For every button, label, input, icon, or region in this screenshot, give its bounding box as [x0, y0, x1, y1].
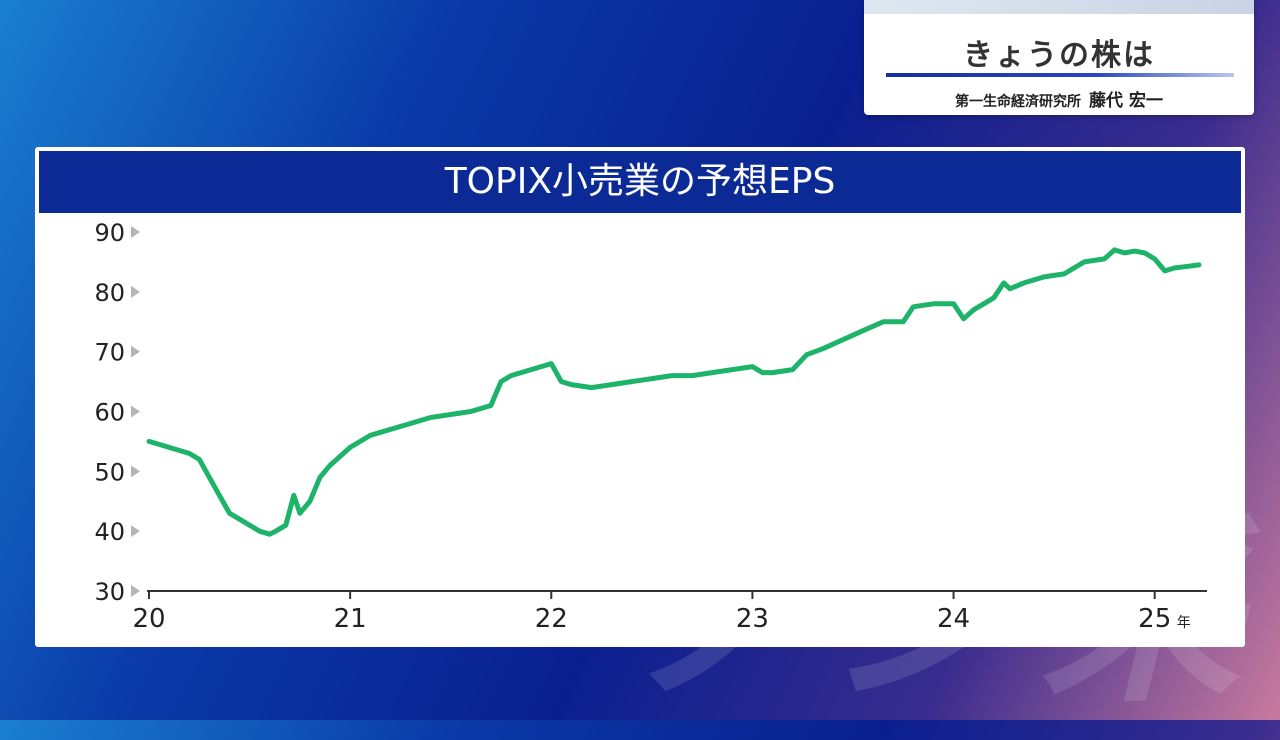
- y-tick-label: 30: [94, 578, 125, 606]
- y-tick-label: 80: [94, 279, 125, 307]
- x-tick-label: 20: [132, 604, 165, 634]
- x-axis-unit: 年: [1177, 615, 1191, 631]
- x-tick-label: 21: [334, 604, 367, 634]
- y-tick-label: 90: [94, 219, 125, 247]
- y-tick-marker: [131, 585, 140, 597]
- x-tick-label: 23: [736, 604, 769, 634]
- y-tick-marker: [131, 226, 140, 238]
- y-tick-label: 40: [94, 518, 125, 546]
- caption-title: きょうの株は: [963, 38, 1155, 73]
- y-tick-label: 60: [94, 399, 125, 427]
- caption-top-bar: [864, 0, 1254, 14]
- speaker-name: 藤代 宏一: [1089, 91, 1163, 111]
- y-tick-marker: [131, 405, 140, 418]
- y-tick-label: 50: [94, 458, 125, 486]
- y-tick-label: 70: [94, 339, 125, 367]
- y-tick-marker: [131, 465, 140, 478]
- speaker-organization: 第一生命経済研究所: [955, 94, 1082, 110]
- caption-speaker: 第一生命経済研究所 藤代 宏一: [864, 86, 1254, 111]
- x-tick-label: 24: [937, 604, 970, 634]
- caption-divider: [886, 73, 1234, 77]
- y-tick-marker: [131, 525, 140, 538]
- series-line-eps: [146, 247, 1202, 537]
- program-caption: きょうの株は 第一生命経済研究所 藤代 宏一: [864, 0, 1254, 115]
- chart-title: TOPIX小売業の予想EPS: [39, 151, 1241, 213]
- x-tick-label: 25: [1138, 604, 1171, 634]
- y-tick-marker: [131, 285, 140, 298]
- chart-panel: TOPIX小売業の予想EPS 90 80 70 60 50 40 30 20 21 22 23 24 2…: [35, 147, 1245, 647]
- x-tick-label: 22: [535, 604, 568, 634]
- y-tick-marker: [131, 345, 140, 358]
